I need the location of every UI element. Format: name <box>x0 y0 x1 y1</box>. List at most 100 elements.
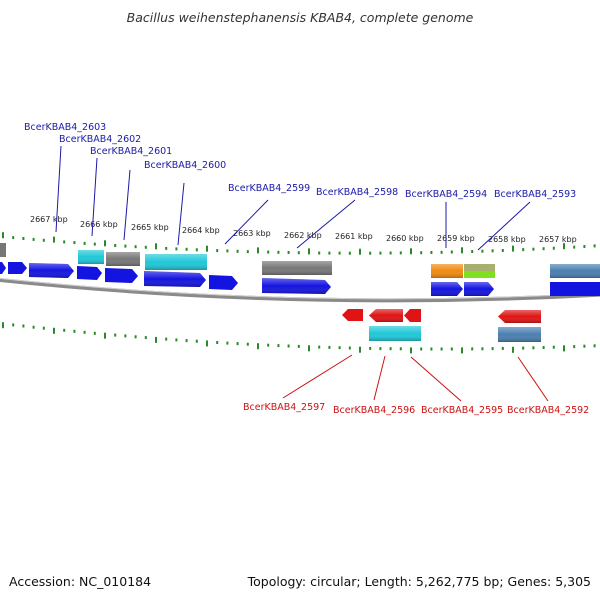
reverse-leader-lines <box>282 354 549 402</box>
gene-label-2601[interactable]: BcerKBAB4_2601 <box>90 146 172 157</box>
scale-labels: 2667 kbp 2666 kbp 2665 kbp 2664 kbp 2663… <box>30 215 577 244</box>
genome-title: Bacillus weihenstephanensis KBAB4, compl… <box>127 10 474 25</box>
major-tick <box>2 232 4 239</box>
minor-tick <box>277 344 280 348</box>
minor-tick <box>440 347 443 351</box>
minor-tick <box>491 249 494 253</box>
scale-label-2662: 2662 kbp <box>284 231 322 240</box>
minor-tick <box>379 347 382 351</box>
scale-label-2663: 2663 kbp <box>233 229 271 238</box>
minor-tick <box>552 345 555 349</box>
minor-tick <box>389 347 392 351</box>
minor-tick <box>430 251 433 254</box>
minor-tick <box>542 247 545 251</box>
minor-tick <box>216 341 219 344</box>
major-tick <box>563 345 565 352</box>
major-tick <box>461 347 463 354</box>
cds-reverse-arrow <box>342 309 363 321</box>
minor-tick <box>22 237 25 240</box>
major-tick <box>461 247 463 254</box>
minor-tick <box>32 237 35 241</box>
genome-backbone-highlight <box>0 278 600 300</box>
leader-line <box>91 157 98 237</box>
reverse-feature-row <box>369 326 541 342</box>
minor-tick <box>471 347 474 351</box>
gene-label-2600[interactable]: BcerKBAB4_2600 <box>144 160 226 171</box>
minor-tick <box>440 250 443 254</box>
minor-tick <box>63 328 66 332</box>
minor-tick <box>73 329 76 333</box>
minor-tick <box>552 246 555 250</box>
scale-label-2661: 2661 kbp <box>335 232 373 241</box>
lower-tick-row <box>2 322 596 354</box>
scale-label-2666: 2666 kbp <box>80 220 118 229</box>
minor-tick <box>522 248 525 252</box>
leader-line <box>55 145 62 233</box>
gene-label-2597[interactable]: BcerKBAB4_2597 <box>243 402 325 413</box>
gene-label-2602[interactable]: BcerKBAB4_2602 <box>59 134 141 145</box>
major-tick <box>53 327 55 334</box>
gene-label-2603[interactable]: BcerKBAB4_2603 <box>24 122 106 133</box>
topology-text: Topology: circular; Length: 5,262,775 bp… <box>247 574 591 589</box>
leader-line <box>373 355 386 401</box>
minor-tick <box>236 249 239 253</box>
minor-tick <box>114 333 117 337</box>
scale-label-2658: 2658 kbp <box>488 235 526 244</box>
minor-tick <box>318 345 321 349</box>
minor-tick <box>246 250 249 254</box>
minor-tick <box>165 337 168 341</box>
minor-tick <box>42 238 45 242</box>
minor-tick <box>471 250 474 253</box>
minor-tick <box>195 339 198 343</box>
minor-tick <box>124 334 127 338</box>
minor-tick <box>583 344 586 348</box>
minor-tick <box>267 343 270 347</box>
cds-reverse-arrow <box>404 309 421 322</box>
major-tick <box>155 243 157 250</box>
gene-label-2596[interactable]: BcerKBAB4_2596 <box>333 405 415 416</box>
cds-forward-arrow <box>77 266 102 280</box>
minor-tick <box>593 344 596 348</box>
minor-tick <box>389 251 392 255</box>
minor-tick <box>481 249 484 253</box>
minor-tick <box>338 346 341 350</box>
major-tick <box>410 248 412 255</box>
gene-label-2592[interactable]: BcerKBAB4_2592 <box>507 405 589 416</box>
minor-tick <box>12 236 15 240</box>
minor-tick <box>144 336 147 340</box>
minor-tick <box>399 347 402 351</box>
minor-tick <box>369 251 372 255</box>
minor-tick <box>277 250 280 254</box>
minor-tick <box>42 326 45 330</box>
leader-line <box>123 169 131 241</box>
major-tick <box>53 236 55 243</box>
gene-label-2599[interactable]: BcerKBAB4_2599 <box>228 183 310 194</box>
leader-line <box>282 354 353 399</box>
major-tick <box>104 240 106 247</box>
minor-tick <box>246 342 249 346</box>
minor-tick <box>522 346 525 350</box>
minor-tick <box>134 335 137 339</box>
minor-tick <box>73 241 76 245</box>
major-tick <box>206 245 208 252</box>
major-tick <box>257 343 259 350</box>
scale-label-2664: 2664 kbp <box>182 226 220 235</box>
cds-forward-arrow <box>105 268 138 283</box>
gene-label-2593[interactable]: BcerKBAB4_2593 <box>494 189 576 200</box>
upper-tick-row <box>2 232 596 255</box>
gene-label-2595[interactable]: BcerKBAB4_2595 <box>421 405 503 416</box>
leader-line <box>517 356 549 402</box>
major-tick <box>206 340 208 347</box>
minor-tick <box>481 347 484 351</box>
genome-backbone <box>0 278 600 303</box>
scale-label-2657: 2657 kbp <box>539 235 577 244</box>
scale-label-2659: 2659 kbp <box>437 234 475 243</box>
leader-line <box>410 356 462 402</box>
minor-tick <box>420 347 423 351</box>
minor-tick <box>328 345 331 349</box>
gene-label-2594[interactable]: BcerKBAB4_2594 <box>405 189 487 200</box>
feature-green <box>464 271 495 278</box>
minor-tick <box>501 249 504 252</box>
gene-label-2598[interactable]: BcerKBAB4_2598 <box>316 187 398 198</box>
minor-tick <box>165 246 168 250</box>
